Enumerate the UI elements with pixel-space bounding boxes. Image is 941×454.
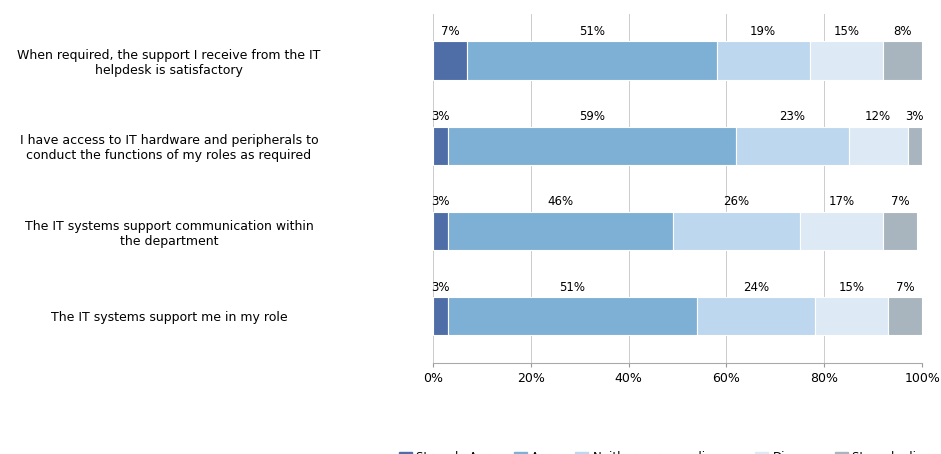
Bar [907,127,922,165]
Text: 7%: 7% [440,25,459,38]
Text: 3%: 3% [431,110,450,123]
Bar [815,297,888,336]
Text: 51%: 51% [559,281,585,294]
Text: 59%: 59% [579,110,605,123]
Text: 46%: 46% [547,195,573,208]
Bar [888,297,922,336]
Bar [849,127,907,165]
Text: 15%: 15% [838,281,864,294]
Bar [717,41,809,80]
Text: 3%: 3% [905,110,924,123]
Text: 26%: 26% [724,195,749,208]
Bar [883,212,917,250]
Bar [800,212,883,250]
Bar [433,41,467,80]
Bar [433,127,448,165]
Bar [697,297,815,336]
Bar [448,127,736,165]
Text: 7%: 7% [896,281,915,294]
Bar [673,212,800,250]
Bar [467,41,717,80]
Text: 23%: 23% [779,110,805,123]
Text: 17%: 17% [828,195,854,208]
Bar [448,297,697,336]
Text: 3%: 3% [431,195,450,208]
Text: 8%: 8% [893,25,912,38]
Text: 12%: 12% [865,110,891,123]
Text: 51%: 51% [579,25,605,38]
Text: 15%: 15% [834,25,859,38]
Bar [883,41,922,80]
Text: 19%: 19% [750,25,776,38]
Bar [433,212,448,250]
Bar [736,127,849,165]
Text: 3%: 3% [431,281,450,294]
Bar [809,41,883,80]
Legend: Strongly Agree, Agree, Neither agree or disagree, Disagree, Strongly disagree: Strongly Agree, Agree, Neither agree or … [394,446,941,454]
Bar [433,297,448,336]
Text: 24%: 24% [742,281,769,294]
Text: 7%: 7% [891,195,909,208]
Bar [448,212,673,250]
